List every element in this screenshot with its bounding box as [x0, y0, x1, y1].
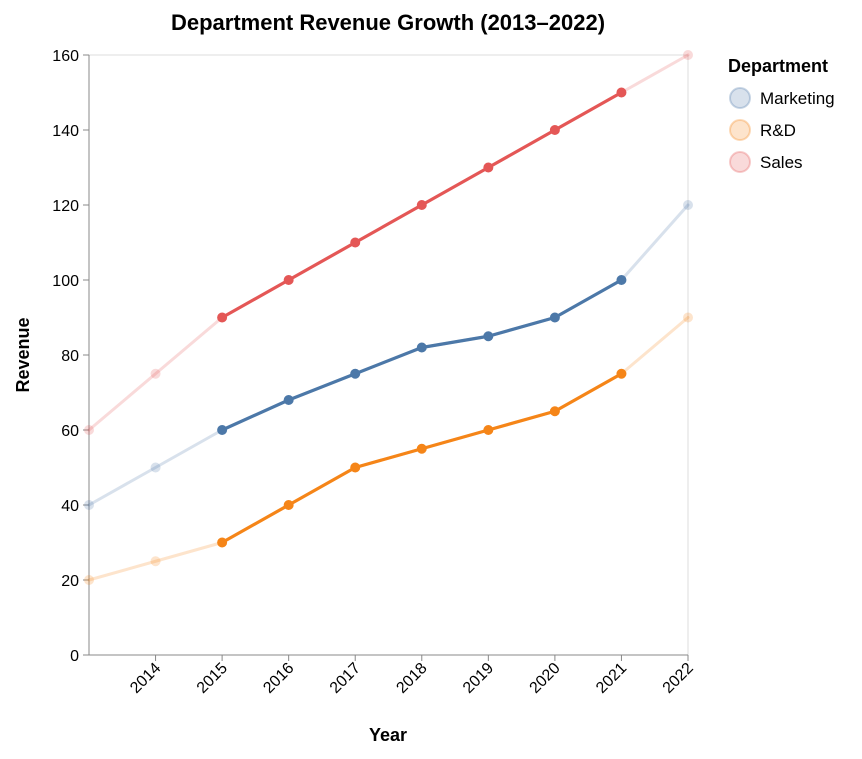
legend-label: Sales: [760, 153, 803, 172]
data-point[interactable]: [217, 425, 228, 435]
y-tick-label: 160: [52, 48, 79, 65]
legend-title: Department: [728, 56, 828, 76]
x-axis-title: Year: [369, 725, 407, 745]
legend-swatch: [729, 119, 751, 141]
legend-label: Marketing: [760, 89, 835, 108]
x-tick-label: 2018: [393, 660, 430, 697]
x-tick-label: 2017: [327, 660, 364, 697]
data-point[interactable]: [283, 500, 294, 510]
data-point[interactable]: [283, 275, 294, 285]
x-tick-label: 2021: [593, 660, 630, 697]
y-tick-label: 80: [61, 348, 79, 365]
y-tick-label: 100: [52, 273, 79, 290]
legend-label: R&D: [760, 121, 796, 140]
legend-item[interactable]: Marketing: [729, 87, 835, 109]
plot-area: [89, 54, 689, 655]
data-point[interactable]: [84, 500, 94, 510]
data-point[interactable]: [350, 237, 361, 248]
data-point[interactable]: [616, 368, 627, 379]
y-axis: 0 20 40 60 80 100 120 140 160: [52, 48, 90, 665]
y-tick-label: 120: [52, 198, 79, 215]
y-tick-label: 0: [70, 648, 79, 665]
data-point[interactable]: [416, 342, 427, 353]
series-line-faded: [87, 53, 690, 432]
x-axis: 2014 2015 2016 2017 2018 2019 2020 2021 2022: [89, 654, 697, 697]
series-sales: [84, 50, 693, 435]
data-point[interactable]: [150, 368, 161, 379]
x-tick-label: 2022: [660, 660, 697, 697]
x-tick-label: 2019: [460, 660, 497, 697]
data-point[interactable]: [483, 162, 494, 173]
series-marketing: [84, 200, 693, 510]
data-point[interactable]: [483, 425, 494, 435]
x-tick-label: 2016: [260, 660, 297, 697]
data-point[interactable]: [350, 462, 361, 473]
data-point[interactable]: [549, 312, 560, 323]
y-tick-label: 20: [61, 573, 79, 590]
data-point[interactable]: [616, 87, 627, 98]
data-point[interactable]: [150, 556, 161, 567]
y-tick-label: 40: [61, 498, 79, 515]
data-point[interactable]: [416, 200, 427, 210]
x-tick-label: 2015: [194, 660, 231, 697]
data-point[interactable]: [549, 406, 560, 417]
data-point[interactable]: [549, 125, 560, 135]
x-tick-label: 2014: [127, 660, 164, 697]
y-tick-label: 140: [52, 123, 79, 140]
data-point[interactable]: [350, 368, 361, 379]
legend-swatch: [729, 87, 751, 109]
data-point[interactable]: [683, 312, 693, 323]
series-line-faded: [87, 316, 690, 582]
series-line-highlight: [220, 372, 624, 545]
data-point[interactable]: [84, 425, 94, 435]
series-layer: [84, 50, 693, 585]
data-point[interactable]: [150, 462, 161, 473]
legend-item[interactable]: R&D: [729, 119, 796, 141]
legend-item[interactable]: Sales: [729, 151, 803, 173]
data-point[interactable]: [483, 331, 494, 342]
chart-title: Department Revenue Growth (2013–2022): [171, 10, 605, 35]
y-tick-label: 60: [61, 423, 79, 440]
data-point[interactable]: [84, 575, 94, 585]
legend-swatch: [729, 151, 751, 173]
data-point[interactable]: [683, 50, 693, 60]
series-r-d: [84, 312, 693, 585]
data-point[interactable]: [416, 443, 427, 454]
data-point[interactable]: [616, 275, 627, 285]
legend[interactable]: Department Marketing R&D Sales: [728, 56, 835, 173]
data-point[interactable]: [283, 395, 294, 405]
y-axis-title: Revenue: [13, 317, 33, 392]
data-point[interactable]: [217, 537, 228, 548]
x-tick-label: 2020: [527, 660, 564, 697]
data-point[interactable]: [217, 312, 228, 323]
data-point[interactable]: [683, 200, 693, 210]
